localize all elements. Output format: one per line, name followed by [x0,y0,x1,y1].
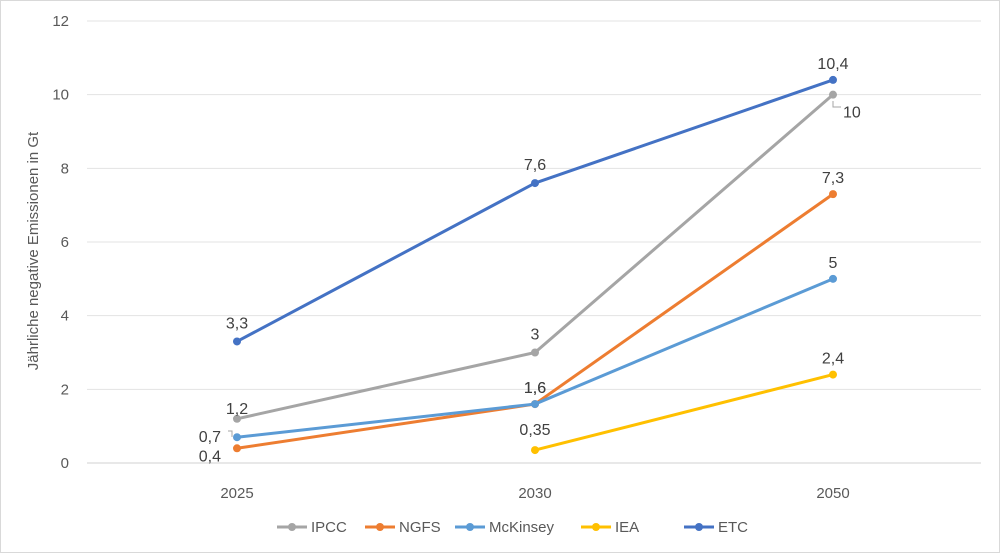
leader-line [228,430,233,437]
x-tick-label: 2050 [816,485,849,502]
gridlines [87,20,981,464]
legend-label: IPCC [311,519,347,536]
y-tick-label: 4 [61,308,69,325]
series-line [236,192,834,450]
legend-marker [376,523,384,531]
data-point [829,75,837,84]
x-axis-ticks: 2025 2030 2050 [220,485,849,502]
data-label: 3 [531,327,540,344]
legend-label: McKinsey [489,519,555,536]
series-lines [233,75,837,455]
data-point [531,446,539,455]
data-label: 1,6 [524,380,546,397]
series-iea [531,370,837,455]
legend-label: NGFS [399,519,441,536]
y-tick-label: 10 [52,87,69,104]
data-label: 1,2 [226,401,248,418]
y-tick-label: 2 [61,381,69,398]
legend-label: ETC [718,519,748,536]
y-axis-label: Jährliche negative Emissionen in Gt [25,131,42,370]
x-tick-label: 2025 [220,485,253,502]
legend: IPCC NGFS McKinsey IEA ETC [277,519,748,536]
data-label: 10 [843,105,861,122]
legend-item-etc: ETC [684,519,748,536]
data-point [531,179,539,188]
data-point [531,348,539,357]
y-tick-label: 0 [61,455,69,472]
series-mckinsey [233,274,837,442]
legend-marker [288,523,296,531]
data-point [233,444,241,453]
legend-marker [466,523,474,531]
legend-label: IEA [615,519,639,536]
legend-item-ipcc: IPCC [277,519,347,536]
data-label: 0,7 [199,429,221,446]
legend-item-iea: IEA [581,519,639,536]
series-line [534,373,834,452]
data-point [829,370,837,379]
y-tick-label: 6 [61,234,69,251]
y-axis-ticks: 0 2 4 6 8 10 12 [52,13,69,472]
data-label: 1,6 [524,380,546,397]
series-ipcc [233,90,837,423]
data-label: 0,35 [519,422,550,439]
legend-item-mckinsey: McKinsey [455,519,555,536]
data-label: 0,4 [199,448,221,465]
data-label: 5 [829,255,838,272]
series-ngfs [233,190,837,453]
data-label: 10,4 [817,56,848,73]
data-point [829,274,837,283]
series-line [236,78,834,343]
data-point [829,190,837,199]
x-tick-label: 2030 [518,485,551,502]
data-point [233,433,241,442]
data-point [233,414,241,423]
data-point [531,400,539,409]
y-tick-label: 8 [61,160,69,177]
legend-item-ngfs: NGFS [365,519,441,536]
data-label: 7,6 [524,157,546,174]
leader-line [832,101,841,108]
data-label: 7,3 [822,170,844,187]
data-label: 2,4 [822,351,844,368]
data-point [829,90,837,99]
legend-marker [695,523,703,531]
legend-marker [592,523,600,531]
series-line [236,277,834,439]
y-tick-label: 12 [52,13,69,30]
series-etc [233,75,837,346]
data-label: 3,3 [226,315,248,332]
data-point [233,337,241,346]
